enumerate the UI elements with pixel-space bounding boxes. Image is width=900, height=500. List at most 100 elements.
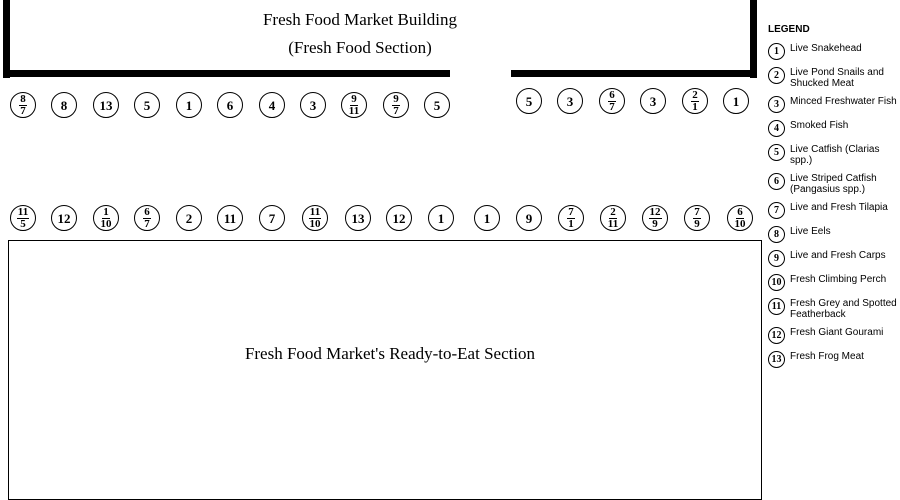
legend-label: Fresh Grey and Spotted Featherback (790, 298, 897, 320)
stall-marker: 2 (176, 205, 202, 231)
legend-label: Live Pond Snails and Shucked Meat (790, 67, 884, 89)
stall-number-bottom: 11 (348, 104, 360, 117)
legend-label: Smoked Fish (790, 120, 849, 131)
stall-marker: 3 (300, 92, 326, 118)
legend: LEGEND 1 Live Snakehead 2 Live Pond Snails … (768, 24, 898, 375)
stall-marker: 13 (345, 205, 371, 231)
legend-label: Live Snakehead (790, 43, 862, 54)
legend-number-circle: 2 (768, 67, 785, 84)
ready-section-title: Fresh Food Market's Ready-to-Eat Section (244, 344, 536, 363)
stall-marker: 5 (424, 92, 450, 118)
stall-marker: 4 (259, 92, 285, 118)
stall-marker: 11 (217, 205, 243, 231)
stall-marker: 7 (259, 205, 285, 231)
stall-number-top: 11 (308, 205, 322, 219)
stall-number-top: 7 (693, 205, 701, 219)
stall-number-top: 9 (392, 92, 400, 106)
legend-number-circle: 4 (768, 120, 785, 137)
building-title: Fresh Food Market Building (262, 10, 458, 29)
legend-item: 10 Fresh Climbing Perch (768, 274, 898, 291)
legend-label: Fresh Frog Meat (790, 351, 864, 362)
legend-number-circle: 11 (768, 298, 785, 315)
stall-number-bottom: 9 (694, 217, 700, 230)
legend-item: 12 Fresh Giant Gourami (768, 327, 898, 344)
legend-number-circle: 10 (768, 274, 785, 291)
legend-number-circle: 7 (768, 202, 785, 219)
building-subtitle: (Fresh Food Section) (288, 38, 432, 57)
legend-label: Live Eels (790, 226, 831, 237)
legend-number-circle: 8 (768, 226, 785, 243)
stall-number-top: 7 (567, 205, 575, 219)
stall-marker: 9 (516, 205, 542, 231)
stall-marker: 11 10 (302, 205, 328, 231)
stall-number-bottom: 7 (609, 100, 615, 113)
stall-number-top: 11 (16, 205, 30, 219)
stall-marker: 6 (217, 92, 243, 118)
legend-item: 4 Smoked Fish (768, 120, 898, 137)
legend-item: 9 Live and Fresh Carps (768, 250, 898, 267)
legend-number-circle: 9 (768, 250, 785, 267)
legend-label: Live and Fresh Tilapia (790, 202, 888, 213)
stall-number-top: 2 (609, 205, 617, 219)
stall-marker: 1 (723, 88, 749, 114)
legend-item: 5 Live Catfish (Clarias spp.) (768, 144, 898, 166)
stall-number-top: 2 (691, 88, 699, 102)
legend-number-circle: 3 (768, 96, 785, 113)
building-wall-left (3, 0, 10, 78)
stall-number-top: 6 (608, 88, 616, 102)
stall-number-bottom: 10 (734, 217, 746, 230)
legend-item: 2 Live Pond Snails and Shucked Meat (768, 67, 898, 89)
legend-item: 11 Fresh Grey and Spotted Featherback (768, 298, 898, 320)
stall-number-top: 8 (19, 92, 27, 106)
legend-number-circle: 13 (768, 351, 785, 368)
stall-number-bottom: 10 (309, 217, 321, 230)
building-wall-bottom-left (3, 70, 450, 77)
stall-marker: 13 (93, 92, 119, 118)
legend-item: 13 Fresh Frog Meat (768, 351, 898, 368)
stall-marker: 12 (51, 205, 77, 231)
ready-to-eat-section (8, 240, 762, 500)
stall-marker: 8 (51, 92, 77, 118)
stall-marker: 3 (640, 88, 666, 114)
legend-item: 7 Live and Fresh Tilapia (768, 202, 898, 219)
legend-item: 3 Minced Freshwater Fish (768, 96, 898, 113)
stall-number-top: 1 (102, 205, 110, 219)
stall-marker: 11 5 (10, 205, 36, 231)
stall-number-bottom: 7 (393, 104, 399, 117)
legend-label: Minced Freshwater Fish (790, 96, 897, 107)
stall-marker: 12 9 (642, 205, 668, 231)
stall-number-bottom: 1 (568, 217, 574, 230)
building-wall-bottom-right (511, 70, 757, 77)
stall-marker: 12 (386, 205, 412, 231)
stall-marker: 5 (516, 88, 542, 114)
stall-number-bottom: 11 (607, 217, 619, 230)
legend-label: Fresh Giant Gourami (790, 327, 884, 338)
legend-label: Live Catfish (Clarias spp.) (790, 144, 880, 166)
stall-number-top: 6 (143, 205, 151, 219)
legend-label: Live and Fresh Carps (790, 250, 886, 261)
legend-number-circle: 5 (768, 144, 785, 161)
stall-marker: 2 11 (600, 205, 626, 231)
legend-number-circle: 6 (768, 173, 785, 190)
stall-number-bottom: 1 (692, 100, 698, 113)
stall-number-bottom: 5 (20, 217, 26, 230)
stall-number-top: 9 (350, 92, 358, 106)
legend-item: 6 Live Striped Catfish (Pangasius spp.) (768, 173, 898, 195)
legend-number-circle: 1 (768, 43, 785, 60)
stall-marker: 5 (134, 92, 160, 118)
stall-marker: 1 (428, 205, 454, 231)
legend-label: Live Striped Catfish (Pangasius spp.) (790, 173, 877, 195)
stall-number-bottom: 7 (20, 104, 26, 117)
stall-number-bottom: 7 (144, 217, 150, 230)
stall-marker: 1 10 (93, 205, 119, 231)
legend-label: Fresh Climbing Perch (790, 274, 887, 285)
legend-item: 8 Live Eels (768, 226, 898, 243)
legend-number-circle: 12 (768, 327, 785, 344)
stall-marker: 3 (557, 88, 583, 114)
